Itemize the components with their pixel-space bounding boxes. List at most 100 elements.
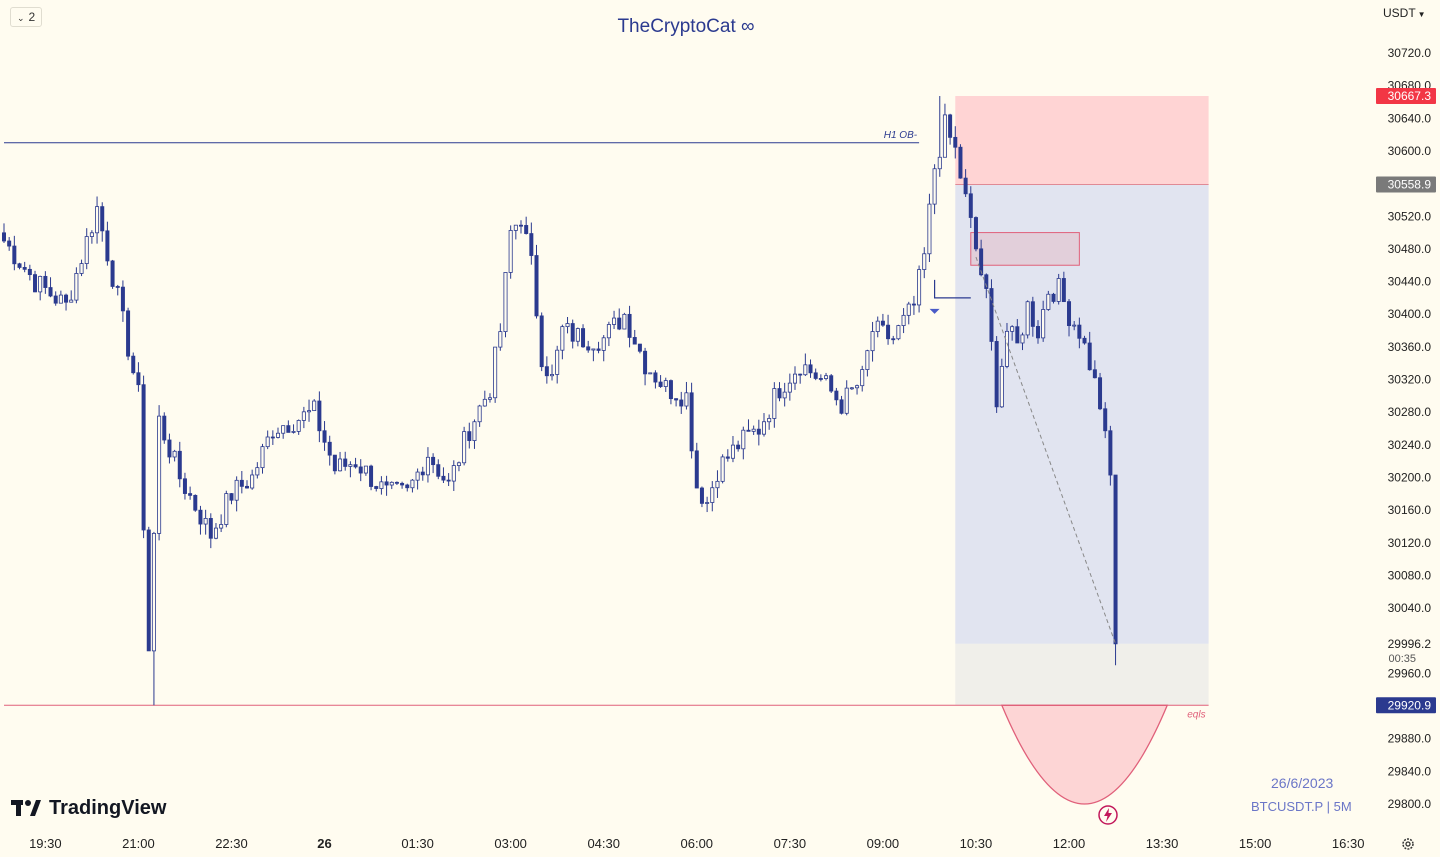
- candle-body: [343, 458, 348, 467]
- candle-body: [591, 348, 596, 351]
- time-tick-label: 26: [317, 836, 331, 851]
- candle-body: [498, 331, 503, 348]
- price-tick-label: 30320.0: [1388, 373, 1432, 387]
- candle-body: [1046, 293, 1051, 310]
- candle-body: [224, 493, 229, 525]
- candle-body: [389, 481, 394, 486]
- candle-body: [705, 502, 710, 504]
- candle-body: [296, 420, 301, 432]
- candle-body: [596, 348, 601, 351]
- candle-body: [560, 326, 565, 351]
- time-tick-label: 12:00: [1053, 836, 1086, 851]
- candle-body: [53, 295, 58, 304]
- candle-body: [720, 456, 725, 482]
- candle-body: [979, 248, 984, 276]
- price-tag: [1376, 697, 1436, 714]
- candle-body: [425, 456, 430, 476]
- entry-marker-line: [933, 279, 971, 299]
- candle-body: [674, 398, 679, 401]
- price-tick-label: 30720.0: [1388, 46, 1432, 60]
- candle-body: [741, 429, 746, 450]
- gear-icon[interactable]: [1400, 836, 1416, 852]
- candle-body: [973, 217, 978, 250]
- candle-body: [699, 487, 704, 504]
- price-tick-label: 30400.0: [1388, 307, 1432, 321]
- candle-body: [487, 397, 492, 400]
- candle-body: [772, 388, 777, 419]
- candle-body: [803, 364, 808, 376]
- chevron-down-icon: ⌄: [17, 13, 25, 23]
- candle-body: [725, 456, 730, 459]
- candle-body: [684, 392, 689, 407]
- candle-body: [829, 375, 834, 392]
- candle-body: [1072, 324, 1077, 327]
- candle-body: [798, 373, 803, 376]
- price-tick-label: 29840.0: [1388, 764, 1432, 778]
- candle-body: [751, 428, 756, 432]
- candle-body: [586, 346, 591, 351]
- candle-body: [301, 411, 306, 421]
- lightning-icon[interactable]: [1098, 805, 1118, 825]
- candle-body: [529, 233, 534, 256]
- candle-body: [146, 529, 151, 652]
- candle-body: [984, 274, 989, 289]
- candle-body: [332, 454, 337, 472]
- candle-body: [1004, 330, 1009, 367]
- candle-body: [948, 114, 953, 138]
- candle-body: [43, 275, 48, 288]
- candle-body: [886, 324, 891, 340]
- candle-body: [570, 323, 575, 342]
- candle-body: [167, 439, 172, 458]
- candle-body: [870, 331, 875, 352]
- candle-body: [503, 272, 508, 333]
- candle-body: [338, 458, 343, 472]
- candle-body: [260, 446, 265, 469]
- candle-body: [524, 225, 529, 234]
- price-tag: [1376, 176, 1436, 193]
- candle-body: [358, 466, 363, 474]
- candle-body: [539, 315, 544, 368]
- candle-body: [1103, 408, 1108, 432]
- candle-body: [953, 136, 958, 148]
- candle-body: [291, 431, 296, 433]
- layout-toggle-button[interactable]: ⌄ 2: [10, 7, 43, 27]
- candle-body: [12, 245, 17, 265]
- projection-line: [975, 256, 1117, 645]
- candle-body: [420, 471, 425, 476]
- time-axis: 19:30 21:00 22:30 26 01:30 03:00 04:30 06:00 07:…: [29, 836, 1364, 851]
- candle-body: [255, 467, 260, 476]
- equal-lows-label: eqls: [1187, 709, 1205, 720]
- candle-body: [581, 328, 586, 348]
- price-tick-label: 30040.0: [1388, 601, 1432, 615]
- candle-body: [17, 263, 22, 268]
- candle-body: [617, 317, 622, 330]
- price-tick-label: 30440.0: [1388, 275, 1432, 289]
- candle-body: [219, 524, 224, 529]
- time-tick-label: 09:00: [867, 836, 900, 851]
- price-tick-label: 30360.0: [1388, 340, 1432, 354]
- candle-body: [188, 493, 193, 496]
- candle-body: [467, 431, 472, 441]
- price-tick-label: 30200.0: [1388, 470, 1432, 484]
- candle-body: [663, 380, 668, 387]
- candle-body: [172, 450, 177, 458]
- candle-body: [865, 350, 870, 370]
- candle-body: [74, 273, 79, 301]
- candle-body: [648, 372, 653, 375]
- candle-body: [208, 518, 213, 539]
- time-tick-label: 21:00: [122, 836, 155, 851]
- candle-body: [1051, 293, 1056, 302]
- currency-selector[interactable]: USDT ▼: [1383, 6, 1426, 20]
- candle-body: [653, 372, 658, 383]
- candle-body: [917, 269, 922, 306]
- candle-body: [270, 436, 275, 439]
- candle-body: [932, 168, 937, 205]
- candle-body: [777, 388, 782, 399]
- candle-body: [327, 441, 332, 456]
- candle-body: [177, 450, 182, 480]
- candle-body: [994, 341, 999, 408]
- candle-body: [761, 421, 766, 435]
- price-tick-label: 30640.0: [1388, 111, 1432, 125]
- candle-body: [100, 206, 105, 232]
